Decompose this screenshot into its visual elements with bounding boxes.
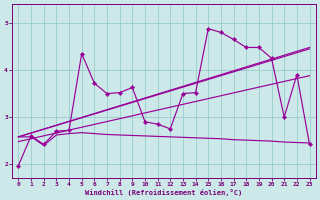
X-axis label: Windchill (Refroidissement éolien,°C): Windchill (Refroidissement éolien,°C) bbox=[85, 189, 243, 196]
